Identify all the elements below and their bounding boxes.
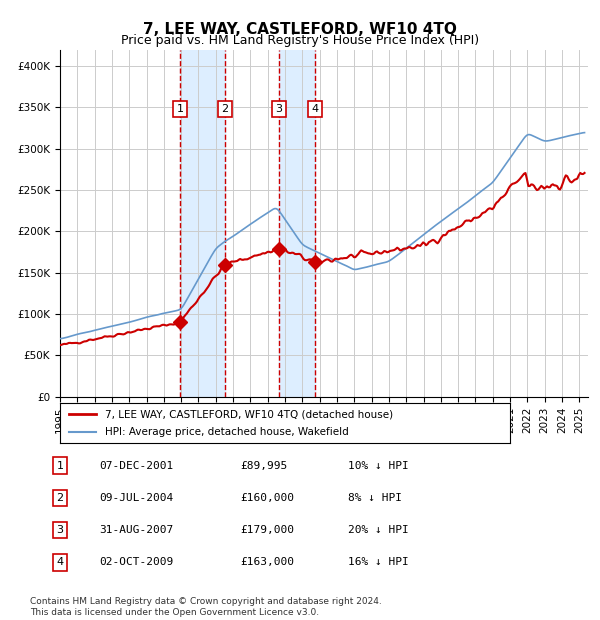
Text: 4: 4 <box>312 104 319 114</box>
Text: 7, LEE WAY, CASTLEFORD, WF10 4TQ: 7, LEE WAY, CASTLEFORD, WF10 4TQ <box>143 22 457 37</box>
Text: Price paid vs. HM Land Registry's House Price Index (HPI): Price paid vs. HM Land Registry's House … <box>121 34 479 47</box>
Text: 10% ↓ HPI: 10% ↓ HPI <box>348 461 409 471</box>
Text: 1: 1 <box>56 461 64 471</box>
Text: £179,000: £179,000 <box>240 525 294 535</box>
Text: 09-JUL-2004: 09-JUL-2004 <box>99 493 173 503</box>
Text: Contains HM Land Registry data © Crown copyright and database right 2024.
This d: Contains HM Land Registry data © Crown c… <box>30 598 382 617</box>
Text: £89,995: £89,995 <box>240 461 287 471</box>
Text: 16% ↓ HPI: 16% ↓ HPI <box>348 557 409 567</box>
Text: 20% ↓ HPI: 20% ↓ HPI <box>348 525 409 535</box>
Text: 02-OCT-2009: 02-OCT-2009 <box>99 557 173 567</box>
Text: 7, LEE WAY, CASTLEFORD, WF10 4TQ (detached house): 7, LEE WAY, CASTLEFORD, WF10 4TQ (detach… <box>105 409 393 419</box>
Text: 1: 1 <box>176 104 184 114</box>
Text: HPI: Average price, detached house, Wakefield: HPI: Average price, detached house, Wake… <box>105 427 349 437</box>
Text: 07-DEC-2001: 07-DEC-2001 <box>99 461 173 471</box>
Bar <box>180 50 225 397</box>
Text: 3: 3 <box>275 104 283 114</box>
Text: £160,000: £160,000 <box>240 493 294 503</box>
Text: £163,000: £163,000 <box>240 557 294 567</box>
Bar <box>279 50 316 397</box>
Text: 3: 3 <box>56 525 64 535</box>
Text: 31-AUG-2007: 31-AUG-2007 <box>99 525 173 535</box>
Text: 2: 2 <box>56 493 64 503</box>
Text: 8% ↓ HPI: 8% ↓ HPI <box>348 493 402 503</box>
Text: 4: 4 <box>56 557 64 567</box>
Text: 2: 2 <box>221 104 229 114</box>
